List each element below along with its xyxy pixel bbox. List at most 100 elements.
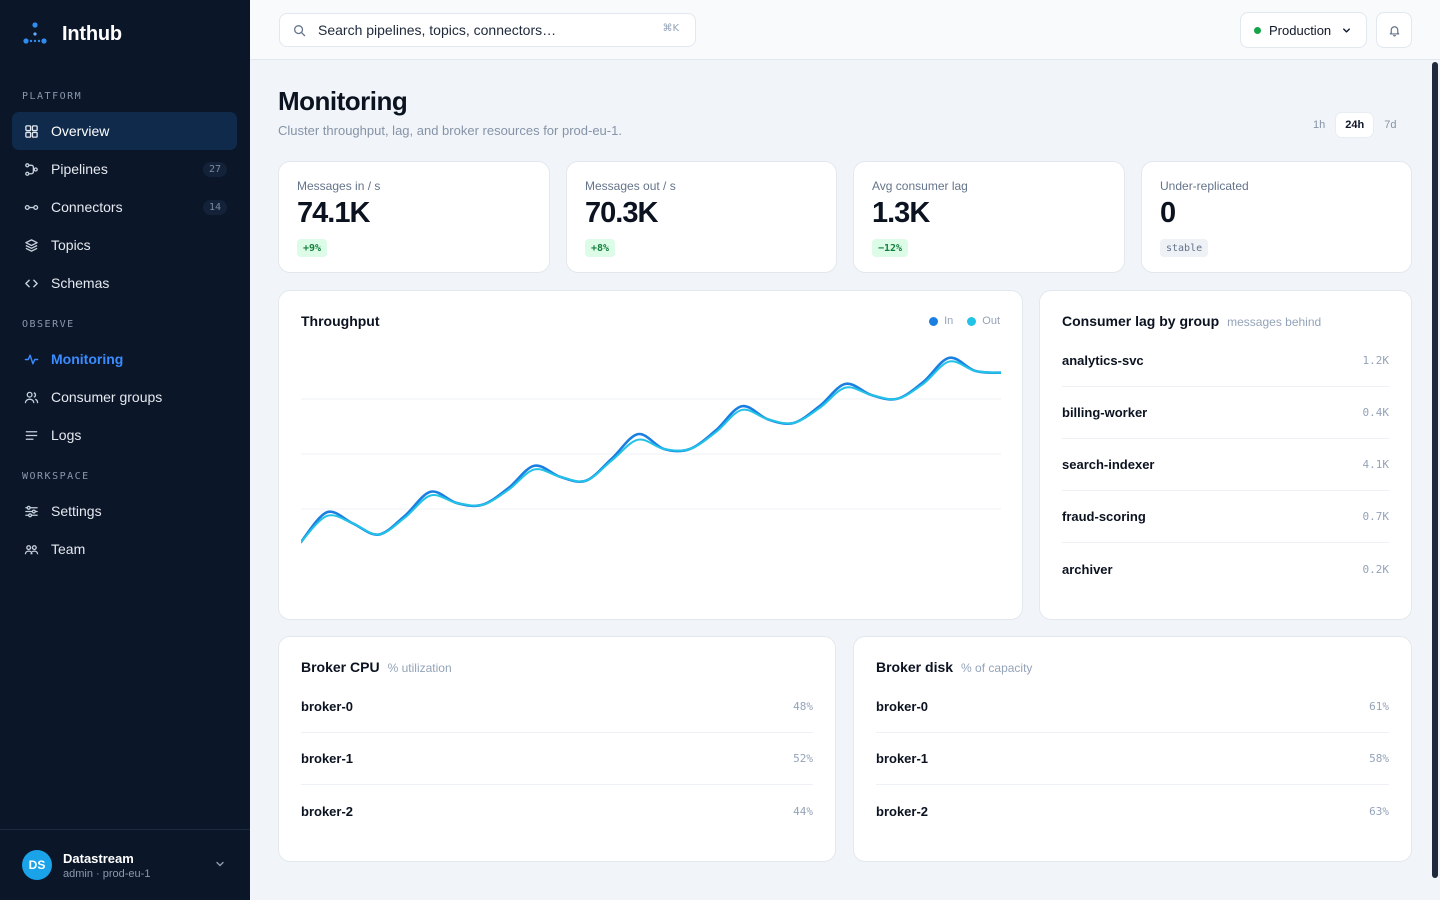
lines-icon [24, 428, 39, 443]
group-name: analytics-svc [1062, 353, 1144, 368]
environment-label: Production [1269, 22, 1332, 38]
group-name: fraud-scoring [1062, 509, 1146, 524]
list-item[interactable]: broker-0 61% [876, 681, 1389, 733]
broker-name: broker-0 [876, 699, 929, 714]
sidebar-item-overview[interactable]: Overview [12, 112, 237, 150]
sidebar-item-label: Settings [51, 503, 102, 519]
broker-cpu-card: Broker CPU % utilization broker-0 48% brok… [278, 636, 836, 862]
stat-value: 0 [1160, 197, 1176, 229]
search-input[interactable]: Search pipelines, topics, connectors… ⌘K [279, 13, 696, 47]
pipelines-count-badge: 27 [202, 161, 227, 177]
sidebar-item-label: Topics [51, 237, 91, 253]
user-role: admin · prod-eu-1 [63, 867, 151, 880]
lag-value: 4.1K [1362, 458, 1390, 471]
sidebar-item-label: Pipelines [51, 161, 108, 177]
consumer-lag-title: Consumer lag by group messages behind [1062, 313, 1321, 329]
list-item[interactable]: broker-2 44% [301, 785, 813, 837]
group-name: billing-worker [1062, 405, 1148, 420]
sidebar-item-logs[interactable]: Logs [12, 416, 237, 454]
broker-disk-card: Broker disk % of capacity broker-0 61% bro… [853, 636, 1412, 862]
environment-select[interactable]: Production [1240, 12, 1367, 48]
card-subtitle: % utilization [387, 661, 452, 675]
list-item[interactable]: broker-1 58% [876, 733, 1389, 785]
pipeline-icon [24, 162, 39, 177]
consumer-lag-card: Consumer lag by group messages behind ana… [1039, 290, 1412, 620]
code-icon [24, 276, 39, 291]
stat-label: Messages out / s [585, 179, 676, 193]
list-item[interactable]: fraud-scoring 0.7K [1062, 491, 1389, 543]
brand[interactable]: Inthub [22, 20, 122, 48]
broker-disk-title: Broker disk % of capacity [876, 659, 1032, 675]
group-name: search-indexer [1062, 457, 1155, 472]
list-item[interactable]: broker-2 63% [876, 785, 1389, 837]
legend-label-in: In [944, 315, 954, 327]
legend-item-out: Out [967, 315, 1000, 327]
cpu-value: 48% [793, 700, 813, 713]
sidebar-item-label: Connectors [51, 199, 123, 215]
card-title-text: Broker CPU [301, 659, 380, 675]
sidebar-item-topics[interactable]: Topics [12, 226, 237, 264]
stat-change-badge: −12% [872, 239, 909, 257]
stat-card-messages-in: Messages in / s 74.1K +9% [278, 161, 550, 273]
series-line-out [301, 360, 1001, 543]
list-item[interactable]: archiver 0.2K [1062, 543, 1389, 595]
card-title-text: Consumer lag by group [1062, 313, 1220, 329]
user-name: Datastream [63, 850, 134, 866]
broker-cpu-title: Broker CPU % utilization [301, 659, 452, 675]
sidebar-item-consumer-groups[interactable]: Consumer groups [12, 378, 237, 416]
stat-value: 1.3K [872, 197, 930, 229]
grid-icon [24, 124, 39, 139]
sidebar-item-label: Consumer groups [51, 389, 163, 405]
card-title-text: Broker disk [876, 659, 954, 675]
sidebar-item-schemas[interactable]: Schemas [12, 264, 237, 302]
list-item[interactable]: billing-worker 0.4K [1062, 387, 1389, 439]
broker-name: broker-0 [301, 699, 354, 714]
sidebar-item-team[interactable]: Team [12, 530, 237, 568]
search-icon [294, 24, 306, 36]
sidebar-item-pipelines[interactable]: Pipelines 27 [12, 150, 237, 188]
chevron-down-icon [216, 861, 224, 867]
list-item[interactable]: analytics-svc 1.2K [1062, 335, 1389, 387]
avatar: DS [22, 850, 52, 880]
environment-status-dot [1254, 26, 1261, 34]
list-item[interactable]: broker-1 52% [301, 733, 813, 785]
search-placeholder: Search pipelines, topics, connectors… [318, 22, 557, 38]
range-24h-button[interactable]: 24h [1336, 113, 1374, 137]
stat-card-consumer-lag: Avg consumer lag 1.3K −12% [853, 161, 1125, 273]
sidebar-item-label: Overview [51, 123, 110, 139]
search-shortcut: ⌘K [662, 23, 679, 34]
notifications-button[interactable] [1376, 12, 1412, 48]
stat-change-badge: +9% [297, 239, 328, 257]
stat-value: 74.1K [297, 197, 370, 229]
card-subtitle: messages behind [1227, 315, 1322, 329]
sidebar-item-label: Monitoring [51, 351, 124, 367]
list-item[interactable]: search-indexer 4.1K [1062, 439, 1389, 491]
broker-name: broker-2 [301, 803, 354, 819]
chart-legend: In Out [929, 315, 1000, 327]
throughput-title: Throughput [301, 313, 380, 329]
stat-change-badge: +8% [585, 239, 616, 257]
list-item[interactable]: broker-0 48% [301, 681, 813, 733]
sidebar-item-connectors[interactable]: Connectors 14 [12, 188, 237, 226]
user-menu[interactable]: DS Datastream admin · prod-eu-1 [0, 829, 250, 900]
broker-name: broker-1 [876, 751, 929, 766]
bell-icon [1389, 25, 1399, 36]
disk-value: 63% [1369, 804, 1389, 818]
stat-label: Avg consumer lag [872, 179, 968, 193]
section-label-workspace: WORKSPACE [22, 471, 90, 482]
sidebar-item-monitoring[interactable]: Monitoring [12, 340, 237, 378]
topbar: Search pipelines, topics, connectors… ⌘K… [250, 0, 1440, 60]
activity-icon [24, 352, 39, 367]
lag-value: 0.4K [1362, 406, 1390, 419]
scrollbar-thumb[interactable] [1432, 62, 1438, 878]
range-1h-button[interactable]: 1h [1313, 119, 1326, 131]
stat-card-messages-out: Messages out / s 70.3K +8% [566, 161, 837, 273]
sidebar-item-label: Team [51, 541, 86, 557]
logo-icon [23, 22, 47, 44]
range-7d-button[interactable]: 7d [1384, 119, 1397, 131]
group-name: archiver [1062, 561, 1113, 577]
legend-swatch-out [967, 316, 977, 326]
sidebar-item-settings[interactable]: Settings [12, 492, 237, 530]
page-subtitle: Cluster throughput, lag, and broker reso… [278, 123, 622, 138]
time-range-selector: 1h 24h 7d [1304, 113, 1405, 137]
